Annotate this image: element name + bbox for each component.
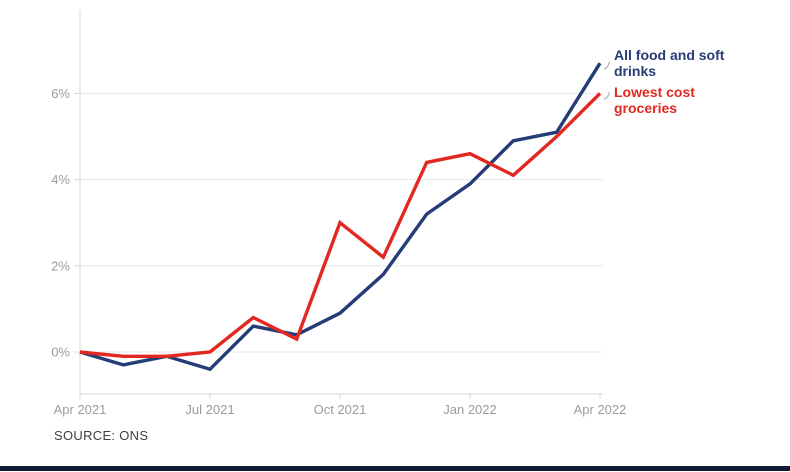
- legend-leader-mark: [603, 61, 611, 70]
- source-attribution: SOURCE: ONS: [54, 428, 149, 443]
- series-line-all-food: [79, 62, 602, 372]
- x-tick-label: Apr 2021: [54, 402, 107, 417]
- y-tick-label: 4%: [51, 172, 70, 187]
- y-tick-label: 6%: [51, 86, 70, 101]
- x-tick-label: Jan 2022: [443, 402, 497, 417]
- line-chart: 0% 2% 4% 6% Apr 2021 Jul 2021 Oct 2021 Jan 2022…: [51, 10, 627, 417]
- y-tick-label: 0%: [51, 345, 70, 360]
- legend-lowest-cost-label: Lowest cost groceries: [614, 84, 695, 116]
- footer-brand-bar: [0, 466, 790, 471]
- legend-leader-mark: [603, 91, 611, 100]
- legend-all-food-label: All food and soft drinks: [614, 47, 725, 79]
- x-tick-label: Jul 2021: [185, 402, 234, 417]
- series-line-lowest-cost: [79, 92, 602, 358]
- x-tick-label: Apr 2022: [574, 402, 627, 417]
- y-tick-label: 2%: [51, 258, 70, 273]
- x-tick-label: Oct 2021: [314, 402, 367, 417]
